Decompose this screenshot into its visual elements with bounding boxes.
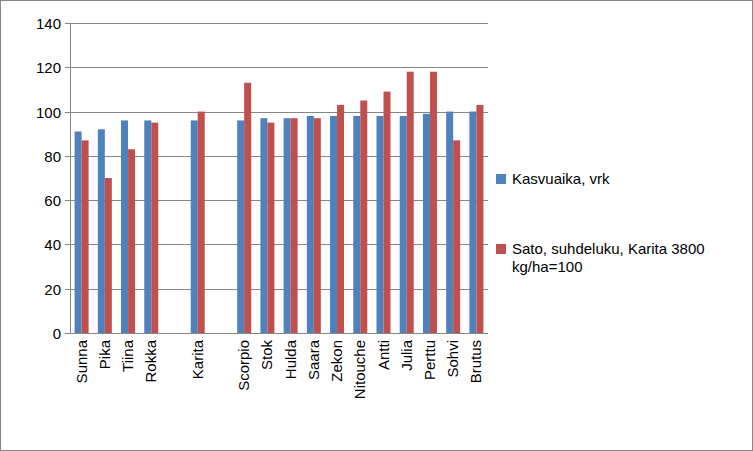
bars <box>75 72 484 333</box>
x-tick-label: Nitouche <box>351 340 368 399</box>
bar <box>476 105 483 333</box>
bar <box>105 178 112 333</box>
bar <box>430 72 437 333</box>
x-tick-label: Sunna <box>73 339 90 383</box>
bar <box>469 112 476 333</box>
y-tick <box>65 289 70 290</box>
x-tick-label: Saara <box>305 339 322 380</box>
legend-swatch <box>496 174 506 184</box>
chart: 0 20 40 60 80 100 120 140 Sunna Pika Tiina Rokka Kar… <box>0 0 753 451</box>
x-tick-label: Sohvi <box>444 340 461 378</box>
chart-frame <box>1 1 753 451</box>
y-tick-label: 100 <box>36 104 61 121</box>
bar <box>337 105 344 333</box>
grid-line <box>70 23 488 24</box>
y-tick <box>65 156 70 157</box>
x-tick-label: Karita <box>189 339 206 379</box>
bar <box>360 101 367 334</box>
bar <box>377 116 384 333</box>
y-tick <box>65 67 70 68</box>
grid-line <box>70 333 488 334</box>
bar <box>75 132 82 334</box>
bar <box>353 116 360 333</box>
bar <box>267 123 274 333</box>
bar <box>330 116 337 333</box>
bar <box>198 112 205 333</box>
bar <box>453 140 460 333</box>
x-tick-label: Pika <box>96 339 113 369</box>
bar <box>82 140 89 333</box>
bar <box>260 118 267 333</box>
bar <box>244 83 251 333</box>
legend-label-line: kg/ha=100 <box>512 258 582 275</box>
legend-label: Sato, suhdeluku, Karita 3800kg/ha=100 <box>512 240 705 275</box>
y-tick <box>65 112 70 113</box>
bar <box>384 92 391 333</box>
bar <box>314 118 321 333</box>
x-tick-label: Antti <box>375 340 392 370</box>
y-tick <box>65 244 70 245</box>
x-axis <box>70 333 488 334</box>
x-tick-label: Stok <box>258 340 275 371</box>
bar <box>307 116 314 333</box>
x-tick-label: Brutus <box>467 340 484 383</box>
x-tick-label: Scorpio <box>235 340 252 391</box>
y-tick-label: 20 <box>44 281 61 298</box>
x-tick-label: Rokka <box>142 339 159 382</box>
grid-line <box>70 112 488 113</box>
y-tick <box>65 333 70 334</box>
y-tick <box>65 200 70 201</box>
x-tick-label: Perttu <box>421 340 438 380</box>
bar <box>191 120 198 333</box>
bar <box>284 118 291 333</box>
bar <box>151 123 158 333</box>
legend-swatch <box>496 244 506 254</box>
x-tick-label: Julia <box>398 339 415 371</box>
bar <box>121 120 128 333</box>
bar <box>423 114 430 333</box>
y-tick-label: 80 <box>44 148 61 165</box>
bar <box>400 116 407 333</box>
x-tick-label: Hulda <box>282 339 299 379</box>
legend-label: Kasvuaika, vrk <box>512 170 610 187</box>
y-tick-label: 60 <box>44 192 61 209</box>
x-tick-label: Zekon <box>328 340 345 382</box>
bar <box>237 120 244 333</box>
bar <box>446 112 453 333</box>
y-tick-label: 120 <box>36 59 61 76</box>
bar <box>98 129 105 333</box>
y-axis <box>70 23 71 333</box>
legend-label-line: Kasvuaika, vrk <box>512 170 610 187</box>
y-tick <box>65 23 70 24</box>
legend-label-line: Sato, suhdeluku, Karita 3800 <box>512 240 705 257</box>
grid-line <box>70 67 488 68</box>
bar <box>291 118 298 333</box>
bar <box>128 149 135 333</box>
y-tick-label: 140 <box>36 15 61 32</box>
bar <box>407 72 414 333</box>
y-tick-label: 0 <box>53 325 61 342</box>
y-tick-label: 40 <box>44 236 61 253</box>
x-tick-label: Tiina <box>119 339 136 372</box>
bar <box>144 120 151 333</box>
